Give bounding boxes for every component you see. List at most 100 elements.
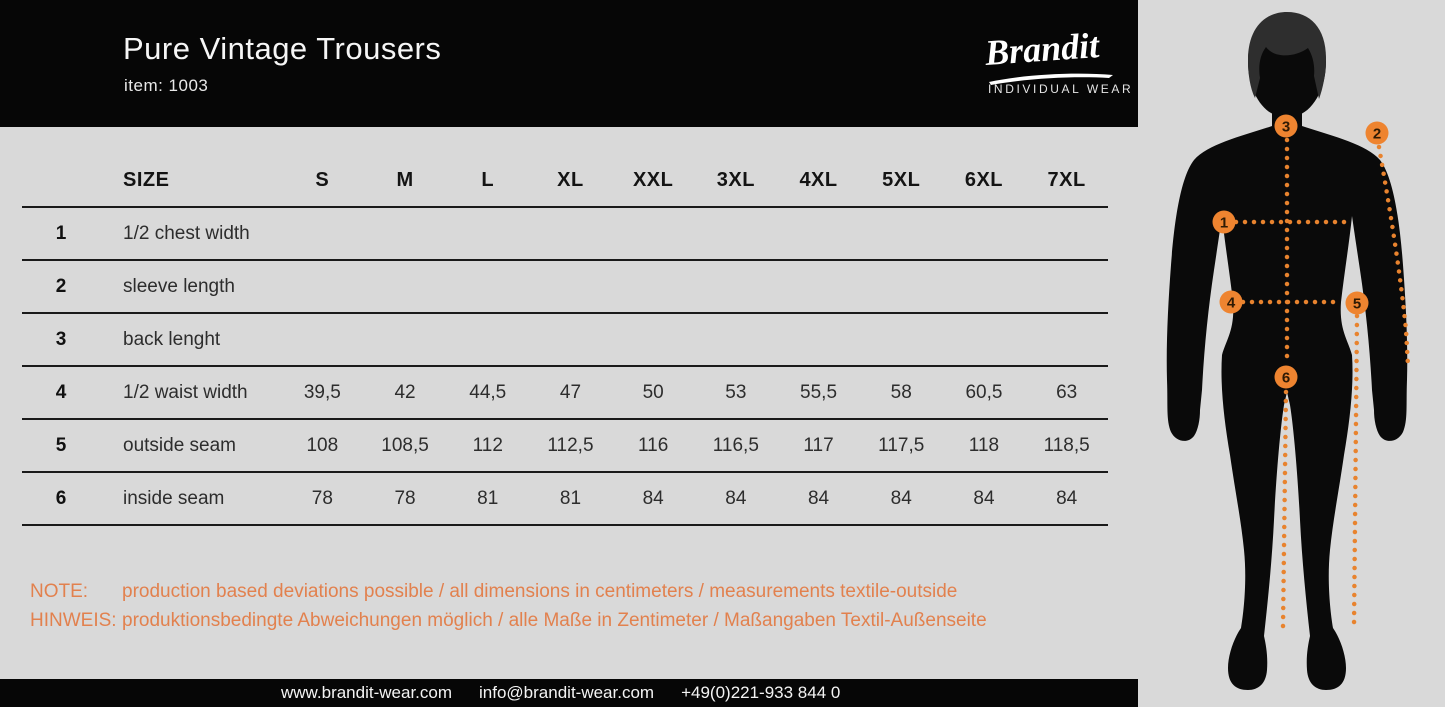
item-number: item: 1003 xyxy=(124,76,209,95)
table-cell: 58 xyxy=(890,381,912,403)
table-cell: 53 xyxy=(725,381,747,403)
table-cell: 117,5 xyxy=(878,434,925,456)
size-col-4xl: 4XL xyxy=(799,169,838,191)
footer-bar: www.brandit-wear.com info@brandit-wear.c… xyxy=(0,679,1138,707)
header-bar: Pure Vintage Trousers item: 1003 Brandit… xyxy=(0,0,1138,127)
table-row: 1 1/2 chest width xyxy=(22,208,1108,261)
svg-text:6: 6 xyxy=(1282,370,1290,387)
svg-text:2: 2 xyxy=(1373,126,1381,143)
row-number: 6 xyxy=(55,487,67,509)
brand-subtitle: INDIVIDUAL WEAR xyxy=(988,82,1134,96)
table-cell: 42 xyxy=(394,381,416,403)
table-row: 6 inside seam 78 78 81 81 84 84 84 84 84… xyxy=(22,473,1108,526)
sleeve-length-line xyxy=(1376,144,1411,369)
row-label: sleeve length xyxy=(123,275,235,297)
row-label: 1/2 chest width xyxy=(123,222,250,244)
table-row: 5 outside seam 108 108,5 112 112,5 116 1… xyxy=(22,420,1108,473)
table-row: 2 sleeve length xyxy=(22,261,1108,314)
measurement-markers: 1 2 3 4 5 6 xyxy=(1212,114,1389,389)
page-title: Pure Vintage Trousers xyxy=(123,31,442,66)
table-cell: 55,5 xyxy=(800,381,838,403)
table-cell: 78 xyxy=(311,487,333,509)
hinweis-text: produktionsbedingte Abweichungen möglich… xyxy=(122,610,987,631)
table-cell: 78 xyxy=(394,487,416,509)
size-table: SIZE S M L XL XXL 3XL 4XL 5XL 6XL 7XL 1 … xyxy=(22,127,1108,526)
size-header-label: SIZE xyxy=(123,169,170,191)
row-label: inside seam xyxy=(123,487,225,509)
size-col-3xl: 3XL xyxy=(716,169,755,191)
hair xyxy=(1248,12,1326,99)
footer-website-link[interactable]: www.brandit-wear.com xyxy=(281,683,453,702)
table-cell: 39,5 xyxy=(303,381,341,403)
marker-2: 2 xyxy=(1365,121,1389,145)
brand-logo-text: Brandit xyxy=(983,25,1101,73)
row-label: back lenght xyxy=(123,328,221,350)
footer-email-link[interactable]: info@brandit-wear.com xyxy=(479,683,655,702)
size-col-5xl: 5XL xyxy=(882,169,921,191)
marker-4: 4 xyxy=(1219,290,1243,314)
table-cell xyxy=(22,192,100,206)
row-number: 3 xyxy=(55,328,67,350)
row-label: outside seam xyxy=(123,434,237,456)
table-row: 3 back lenght xyxy=(22,314,1108,367)
measurement-lines xyxy=(1233,137,1411,630)
outside-seam-line xyxy=(1351,313,1360,630)
table-cell: 81 xyxy=(559,487,582,509)
table-cell: 84 xyxy=(973,487,995,509)
inside-seam-line xyxy=(1280,389,1289,630)
table-cell: 84 xyxy=(725,487,747,509)
table-row: 4 1/2 waist width 39,5 42 44,5 47 50 53 … xyxy=(22,367,1108,420)
table-cell: 117 xyxy=(803,434,834,456)
table-cell: 118,5 xyxy=(1043,434,1090,456)
hinweis-label: HINWEIS: xyxy=(30,610,117,631)
table-cell: 108 xyxy=(306,434,339,456)
size-col-6xl: 6XL xyxy=(964,169,1004,191)
table-cell: 116,5 xyxy=(712,434,759,456)
footer-phone: +49(0)221-933 844 0 xyxy=(681,683,841,702)
row-number: 1 xyxy=(55,222,67,244)
table-cell: 112,5 xyxy=(547,434,594,456)
size-col-xxl: XXL xyxy=(632,169,674,191)
table-cell: 84 xyxy=(807,487,830,509)
note-line-en: NOTE: production based deviations possib… xyxy=(30,577,987,606)
table-cell: 50 xyxy=(642,381,664,403)
svg-text:3: 3 xyxy=(1282,119,1290,136)
measurement-figure: 1 2 3 4 5 6 xyxy=(1138,0,1445,707)
table-cell: 44,5 xyxy=(469,381,507,403)
table-cell: 81 xyxy=(477,487,499,509)
brand-underline-swash xyxy=(989,73,1113,85)
size-col-s: S xyxy=(315,169,330,191)
marker-1: 1 xyxy=(1212,210,1236,234)
table-cell: 84 xyxy=(1056,487,1078,509)
note-line-de: HINWEIS: produktionsbedingte Abweichunge… xyxy=(30,606,987,635)
brand-logo: Brandit INDIVIDUAL WEAR xyxy=(984,25,1135,96)
table-cell: 63 xyxy=(1056,381,1078,403)
svg-text:1: 1 xyxy=(1220,215,1228,232)
row-number: 5 xyxy=(55,434,67,456)
marker-3: 3 xyxy=(1274,114,1298,138)
size-col-xl: XL xyxy=(557,169,584,191)
row-number: 2 xyxy=(55,275,67,297)
table-cell: 108,5 xyxy=(381,434,429,456)
row-number: 4 xyxy=(55,381,67,403)
note-block: NOTE: production based deviations possib… xyxy=(30,577,987,635)
table-cell: 84 xyxy=(642,487,664,509)
row-label: 1/2 waist width xyxy=(123,381,248,403)
table-cell: 118 xyxy=(968,434,1000,456)
marker-5: 5 xyxy=(1345,291,1369,315)
note-text: production based deviations possible / a… xyxy=(122,581,958,602)
table-cell: 112 xyxy=(472,434,503,456)
size-col-7xl: 7XL xyxy=(1047,169,1086,191)
table-cell: 116 xyxy=(637,434,669,456)
body-silhouette-svg: 1 2 3 4 5 6 xyxy=(1166,12,1411,690)
table-cell: 47 xyxy=(559,381,582,403)
footer-contacts: www.brandit-wear.com info@brandit-wear.c… xyxy=(281,679,840,707)
size-col-m: M xyxy=(396,169,414,191)
table-cell: 60,5 xyxy=(965,381,1003,403)
note-label: NOTE: xyxy=(30,581,89,602)
marker-6: 6 xyxy=(1274,365,1298,389)
size-col-l: L xyxy=(481,169,495,191)
table-cell: 84 xyxy=(890,487,912,509)
table-header-row: SIZE S M L XL XXL 3XL 4XL 5XL 6XL 7XL xyxy=(22,127,1108,208)
svg-text:4: 4 xyxy=(1227,295,1236,312)
